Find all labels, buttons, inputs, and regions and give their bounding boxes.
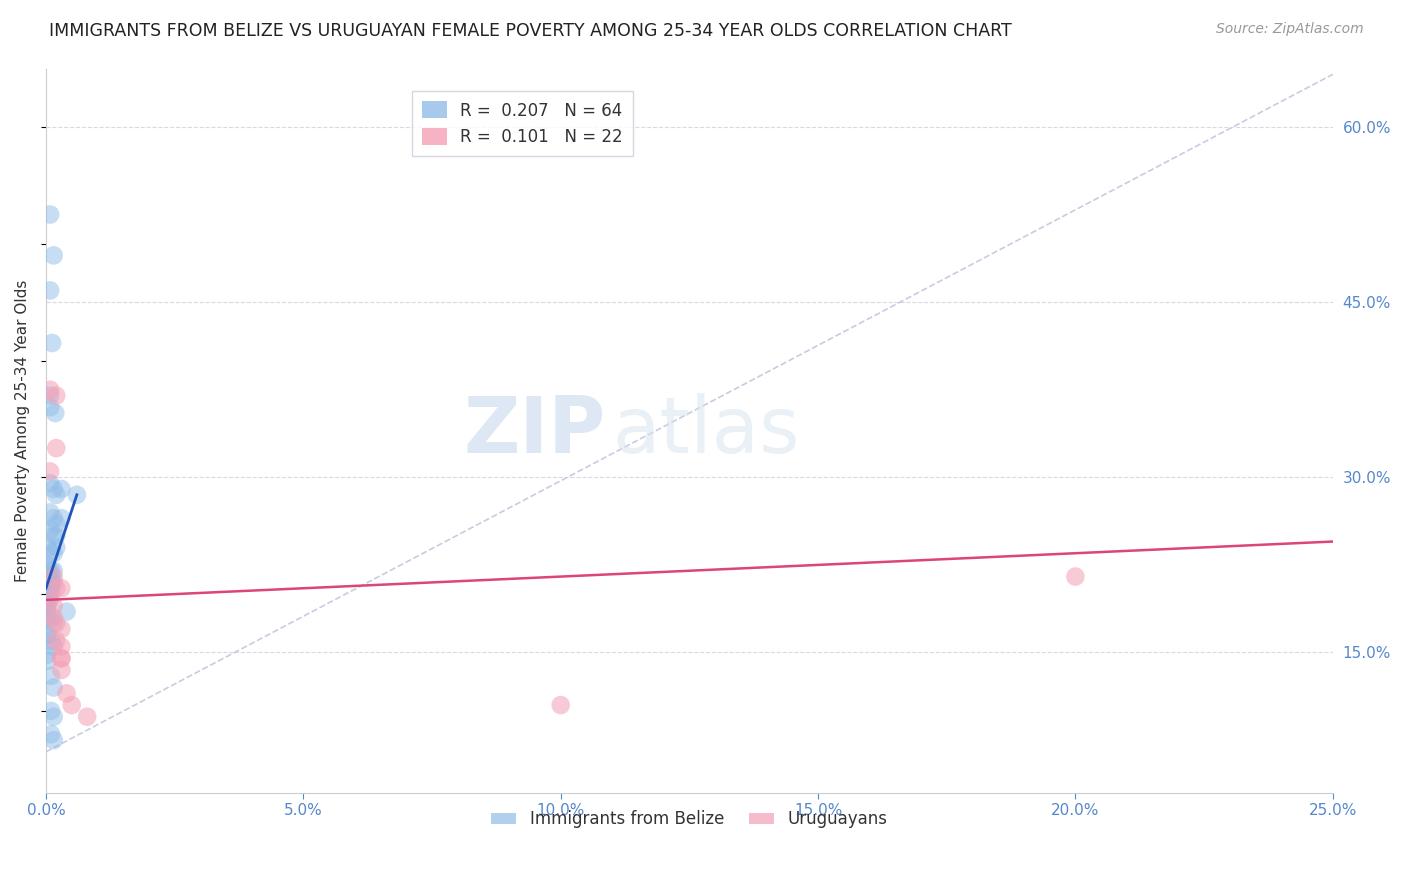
Point <box>37 587 59 601</box>
Point <box>39 207 62 221</box>
Point <box>45 516 67 531</box>
Point <box>38 587 60 601</box>
Point <box>37 541 59 555</box>
Point <box>37 581 59 595</box>
Text: ZIP: ZIP <box>464 392 606 468</box>
Point <box>39 593 62 607</box>
Point <box>35 605 58 619</box>
Point <box>39 284 62 298</box>
Point <box>35 599 58 613</box>
Point <box>35 581 58 595</box>
Point <box>41 336 63 351</box>
Point <box>42 733 65 747</box>
Point <box>45 633 67 648</box>
Point <box>39 610 62 624</box>
Point <box>37 599 59 613</box>
Point <box>37 654 59 668</box>
Point <box>55 686 77 700</box>
Point <box>51 651 73 665</box>
Point <box>550 698 572 712</box>
Point <box>51 651 73 665</box>
Point <box>51 482 73 496</box>
Point <box>45 581 67 595</box>
Point <box>38 564 60 578</box>
Point <box>35 628 58 642</box>
Point <box>66 488 89 502</box>
Point <box>39 388 62 402</box>
Point <box>35 593 58 607</box>
Point <box>42 248 65 262</box>
Point <box>45 616 67 631</box>
Point <box>35 648 58 662</box>
Point <box>38 569 60 583</box>
Point <box>42 569 65 583</box>
Point <box>39 546 62 560</box>
Point <box>37 610 59 624</box>
Point <box>37 593 59 607</box>
Legend: Immigrants from Belize, Uruguayans: Immigrants from Belize, Uruguayans <box>485 804 894 835</box>
Point <box>39 465 62 479</box>
Point <box>39 505 62 519</box>
Point <box>39 575 62 590</box>
Point <box>45 388 67 402</box>
Point <box>35 569 58 583</box>
Point <box>45 488 67 502</box>
Point <box>51 640 73 654</box>
Point <box>39 523 62 537</box>
Point <box>39 669 62 683</box>
Point <box>39 581 62 595</box>
Point <box>42 546 65 560</box>
Point <box>39 569 62 583</box>
Point <box>39 727 62 741</box>
Point <box>38 575 60 590</box>
Point <box>76 710 98 724</box>
Point <box>1064 569 1087 583</box>
Point <box>42 564 65 578</box>
Point <box>42 681 65 695</box>
Point <box>39 401 62 415</box>
Point <box>42 575 65 590</box>
Point <box>37 628 59 642</box>
Point <box>44 406 66 420</box>
Y-axis label: Female Poverty Among 25-34 Year Olds: Female Poverty Among 25-34 Year Olds <box>15 279 30 582</box>
Point <box>38 593 60 607</box>
Point <box>45 541 67 555</box>
Point <box>60 698 83 712</box>
Point <box>39 476 62 491</box>
Point <box>39 383 62 397</box>
Point <box>45 441 67 455</box>
Point <box>42 599 65 613</box>
Point <box>42 640 65 654</box>
Point <box>35 575 58 590</box>
Point <box>35 587 58 601</box>
Point <box>38 581 60 595</box>
Point <box>39 704 62 718</box>
Point <box>42 511 65 525</box>
Point <box>51 581 73 595</box>
Point <box>55 605 77 619</box>
Point <box>51 622 73 636</box>
Point <box>45 529 67 543</box>
Point <box>42 616 65 631</box>
Point <box>39 587 62 601</box>
Point <box>42 529 65 543</box>
Point <box>42 710 65 724</box>
Point <box>51 511 73 525</box>
Point <box>39 564 62 578</box>
Point <box>42 482 65 496</box>
Point <box>35 558 58 572</box>
Text: IMMIGRANTS FROM BELIZE VS URUGUAYAN FEMALE POVERTY AMONG 25-34 YEAR OLDS CORRELA: IMMIGRANTS FROM BELIZE VS URUGUAYAN FEMA… <box>49 22 1012 40</box>
Text: atlas: atlas <box>612 392 800 468</box>
Point <box>39 633 62 648</box>
Point <box>51 663 73 677</box>
Point <box>42 610 65 624</box>
Text: Source: ZipAtlas.com: Source: ZipAtlas.com <box>1216 22 1364 37</box>
